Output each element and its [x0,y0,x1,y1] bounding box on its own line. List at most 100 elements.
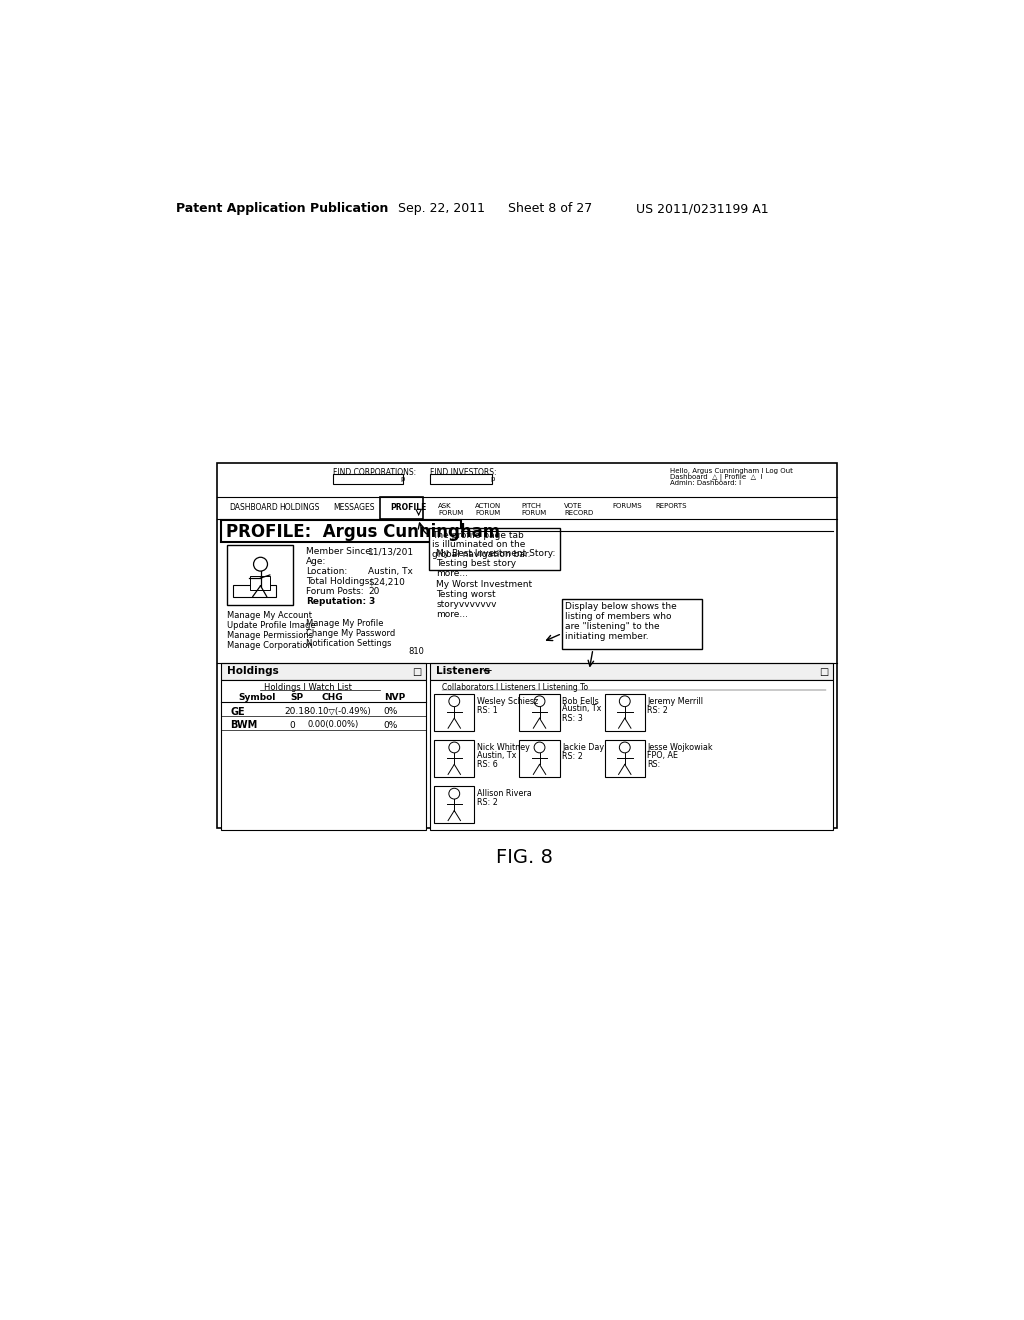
Text: HOLDINGS: HOLDINGS [280,503,319,512]
Bar [434,739,474,776]
Bar [429,528,560,570]
Text: Nick Whitney: Nick Whitney [477,743,529,752]
Bar [604,693,645,730]
Text: Admin: Dashboard: I: Admin: Dashboard: I [671,480,741,486]
Text: RS: 6: RS: 6 [477,760,498,768]
Text: 3: 3 [369,597,375,606]
Text: -0.10▽(-0.49%): -0.10▽(-0.49%) [308,706,372,715]
Text: are "listening" to the: are "listening" to the [565,622,659,631]
Bar [380,498,423,519]
Text: Location:: Location: [306,568,347,577]
Text: Notification Settings: Notification Settings [306,639,392,648]
Text: Austin, Tx: Austin, Tx [477,751,516,759]
Text: Member Since:: Member Since: [306,548,374,556]
Text: REPORTS: REPORTS [655,503,686,510]
Text: ←: ← [483,665,493,676]
Text: Hello, Argus Cunningham I Log Out: Hello, Argus Cunningham I Log Out [671,469,794,474]
Text: Allison Rivera: Allison Rivera [477,789,531,799]
Text: RS:: RS: [647,760,660,768]
Text: VOTE: VOTE [564,503,583,510]
Text: Manage My Profile: Manage My Profile [306,619,384,628]
Text: Forum Posts:: Forum Posts: [306,587,364,597]
Text: RS: 2: RS: 2 [477,799,498,808]
Text: NVP: NVP [384,693,406,702]
Bar [430,663,834,680]
Text: RS: 3: RS: 3 [562,714,583,722]
Text: Jesse Wojkowiak: Jesse Wojkowiak [647,743,713,752]
Text: FORUM: FORUM [438,511,463,516]
Text: Manage Permissions: Manage Permissions [227,631,313,640]
Text: storyvvvvvvv: storyvvvvvvv [436,599,497,609]
Text: 20.18: 20.18 [285,706,310,715]
Text: 20: 20 [369,587,380,597]
Text: initiating member.: initiating member. [565,632,649,642]
Text: 0.00(0.00%): 0.00(0.00%) [308,721,359,730]
Text: 11/13/201: 11/13/201 [369,548,415,556]
Text: MESSAGES: MESSAGES [334,503,375,512]
Text: My Best Investment Story:: My Best Investment Story: [436,549,556,558]
Text: Total Holdings:: Total Holdings: [306,577,373,586]
Bar [227,545,293,605]
Bar [519,739,560,776]
Text: $24,210: $24,210 [369,577,406,586]
Bar [430,474,493,484]
Text: RS: 2: RS: 2 [647,706,668,715]
Bar [604,739,645,776]
Text: Austin, Tx: Austin, Tx [369,568,413,577]
Text: 0%: 0% [384,721,398,730]
Text: Manage My Account: Manage My Account [227,611,312,620]
Text: p: p [400,475,406,482]
Text: Listeners: Listeners [436,665,490,676]
Text: US 2011/0231199 A1: US 2011/0231199 A1 [636,202,768,215]
Bar [221,520,461,541]
Bar [430,680,834,830]
Bar [562,599,701,649]
Text: FIND INVESTORS:: FIND INVESTORS: [430,469,497,477]
Text: is illuminated on the: is illuminated on the [432,540,525,549]
Text: ASK: ASK [438,503,452,510]
Text: global navigation bar.: global navigation bar. [432,549,530,558]
Text: BWM: BWM [230,721,258,730]
Text: Patent Application Publication: Patent Application Publication [176,202,388,215]
Text: 0%: 0% [384,706,398,715]
Text: PROFILE: PROFILE [390,503,426,512]
Text: PROFILE:  Argus Cunningham: PROFILE: Argus Cunningham [225,523,500,541]
Text: Symbol: Symbol [238,693,275,702]
Text: PITCH: PITCH [521,503,542,510]
Text: more...: more... [436,569,468,578]
Text: FIG. 8: FIG. 8 [497,847,553,866]
Text: Update Profile Image: Update Profile Image [227,622,315,630]
Text: listing of members who: listing of members who [565,612,672,620]
Text: FPO, AE: FPO, AE [647,751,678,759]
Text: RS: 1: RS: 1 [477,706,498,715]
Text: RS: 2: RS: 2 [562,752,583,762]
Text: GE: GE [230,706,245,717]
Text: Display below shows the: Display below shows the [565,602,677,611]
Text: p: p [490,475,495,482]
Text: Testing worst: Testing worst [436,590,496,598]
Text: Holdings I Watch List: Holdings I Watch List [263,682,351,692]
Bar [334,474,403,484]
Bar [519,693,560,730]
Bar [233,585,276,597]
Text: ACTION: ACTION [475,503,502,510]
Text: My Worst Investment: My Worst Investment [436,579,532,589]
Bar [434,693,474,730]
Text: CHG: CHG [322,693,343,702]
Text: Austin, Tx: Austin, Tx [562,705,601,713]
Text: DASHBOARD: DASHBOARD [228,503,278,512]
Text: Holdings: Holdings [227,665,279,676]
Text: Testing best story: Testing best story [436,558,516,568]
Text: Age:: Age: [306,557,327,566]
Text: Reputation:: Reputation: [306,597,367,606]
Text: FIND CORPORATIONS:: FIND CORPORATIONS: [334,469,417,477]
Text: Wesley Schiesz: Wesley Schiesz [477,697,538,706]
Bar [217,462,838,829]
Text: □: □ [413,667,422,677]
Text: FORUMS: FORUMS [612,503,642,510]
Text: Jeremy Merrill: Jeremy Merrill [647,697,703,706]
Text: Manage Corporation: Manage Corporation [227,642,313,651]
Text: more...: more... [436,610,468,619]
Text: Dashboard  △ | Profile  △  I: Dashboard △ | Profile △ I [671,474,763,480]
Bar [251,576,270,590]
